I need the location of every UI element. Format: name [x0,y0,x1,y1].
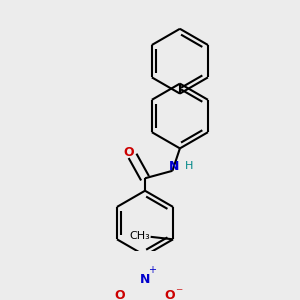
Text: O: O [124,146,134,159]
Text: N: N [169,160,180,173]
Text: H: H [184,161,193,171]
Text: O: O [115,289,125,300]
Text: +: + [148,266,157,275]
Text: ⁻: ⁻ [175,286,182,300]
Text: CH₃: CH₃ [129,231,150,241]
Text: N: N [140,273,150,286]
Text: O: O [165,289,175,300]
